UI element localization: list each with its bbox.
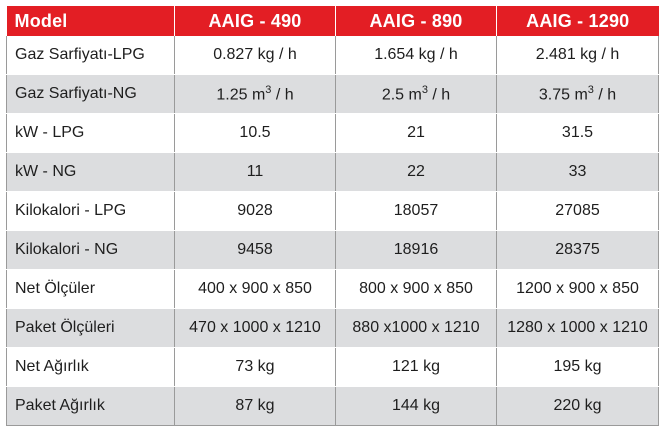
row-label: Gaz Sarfiyatı-LPG bbox=[6, 36, 175, 75]
table-cell: 18916 bbox=[335, 230, 497, 270]
row-label: kW - NG bbox=[6, 152, 175, 192]
row-label: Paket Ölçüleri bbox=[6, 308, 175, 348]
table-cell: 33 bbox=[496, 152, 659, 192]
table-row: Paket Ölçüleri 470 x 1000 x 1210 880 x1000… bbox=[6, 308, 659, 348]
superscript-exponent: 3 bbox=[421, 83, 428, 96]
table-cell: 21 bbox=[335, 113, 497, 153]
spec-table: Model AAIG - 490 AAIG - 890 AAIG - 1290 … bbox=[6, 6, 659, 426]
header-aaig-890: AAIG - 890 bbox=[335, 6, 497, 36]
table-cell: 2.5 m3 / h bbox=[335, 74, 497, 114]
row-label: Paket Ağırlık bbox=[6, 386, 175, 426]
table-cell: 9028 bbox=[174, 191, 336, 231]
table-row: Paket Ağırlık 87 kg 144 kg 220 kg bbox=[6, 386, 659, 426]
table-cell: 1200 x 900 x 850 bbox=[496, 269, 659, 309]
table-row: Kilokalori - LPG 9028 18057 27085 bbox=[6, 191, 659, 231]
table-cell: 1.654 kg / h bbox=[335, 36, 497, 75]
table-cell: 470 x 1000 x 1210 bbox=[174, 308, 336, 348]
table-cell: 880 x1000 x 1210 bbox=[335, 308, 497, 348]
table-cell: 18057 bbox=[335, 191, 497, 231]
row-label: Gaz Sarfiyatı-NG bbox=[6, 74, 175, 114]
table-cell: 10.5 bbox=[174, 113, 336, 153]
table-cell: 144 kg bbox=[335, 386, 497, 426]
row-label: Kilokalori - NG bbox=[6, 230, 175, 270]
table-row: Gaz Sarfiyatı-LPG 0.827 kg / h 1.654 kg / … bbox=[6, 36, 659, 75]
table-cell: 2.481 kg / h bbox=[496, 36, 659, 75]
table-row: Kilokalori - NG 9458 18916 28375 bbox=[6, 230, 659, 270]
table-cell: 800 x 900 x 850 bbox=[335, 269, 497, 309]
table-cell: 3.75 m3 / h bbox=[496, 74, 659, 114]
header-aaig-1290: AAIG - 1290 bbox=[496, 6, 659, 36]
row-label: Net Ölçüler bbox=[6, 269, 175, 309]
row-label: Kilokalori - LPG bbox=[6, 191, 175, 231]
table-cell: 220 kg bbox=[496, 386, 659, 426]
header-model: Model bbox=[6, 6, 175, 36]
row-label: Net Ağırlık bbox=[6, 347, 175, 387]
table-row: kW - NG 11 22 33 bbox=[6, 152, 659, 192]
table-cell: 22 bbox=[335, 152, 497, 192]
table-cell: 400 x 900 x 850 bbox=[174, 269, 336, 309]
superscript-exponent: 3 bbox=[587, 83, 594, 96]
table-cell: 1280 x 1000 x 1210 bbox=[496, 308, 659, 348]
table-cell: 1.25 m3 / h bbox=[174, 74, 336, 114]
table-cell: 9458 bbox=[174, 230, 336, 270]
table-cell: 0.827 kg / h bbox=[174, 36, 336, 75]
table-row: kW - LPG 10.5 21 31.5 bbox=[6, 113, 659, 153]
row-label: kW - LPG bbox=[6, 113, 175, 153]
table-cell: 11 bbox=[174, 152, 336, 192]
table-row: Gaz Sarfiyatı-NG 1.25 m3 / h 2.5 m3 / h 3.7… bbox=[6, 74, 659, 114]
table-row: Net Ölçüler 400 x 900 x 850 800 x 900 x 85… bbox=[6, 269, 659, 309]
header-aaig-490: AAIG - 490 bbox=[174, 6, 336, 36]
table-cell: 87 kg bbox=[174, 386, 336, 426]
table-row: Net Ağırlık 73 kg 121 kg 195 kg bbox=[6, 347, 659, 387]
superscript-exponent: 3 bbox=[265, 83, 272, 96]
table-cell: 121 kg bbox=[335, 347, 497, 387]
table-cell: 28375 bbox=[496, 230, 659, 270]
table-cell: 195 kg bbox=[496, 347, 659, 387]
table-cell: 73 kg bbox=[174, 347, 336, 387]
table-cell: 31.5 bbox=[496, 113, 659, 153]
table-cell: 27085 bbox=[496, 191, 659, 231]
header-row: Model AAIG - 490 AAIG - 890 AAIG - 1290 bbox=[6, 6, 659, 36]
